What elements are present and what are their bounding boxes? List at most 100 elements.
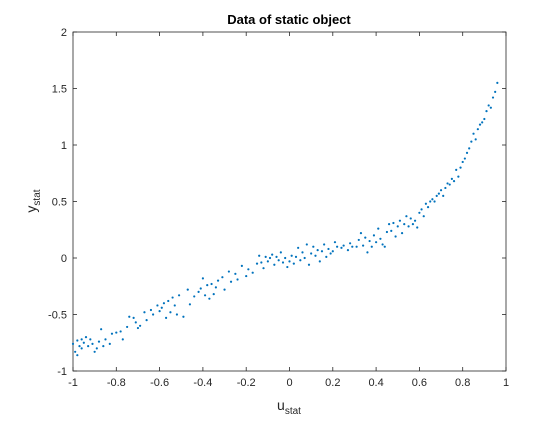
data-point — [83, 342, 85, 344]
y-axis-label-sub: stat — [32, 189, 43, 205]
data-point — [379, 238, 381, 240]
data-point — [193, 295, 195, 297]
data-point — [217, 280, 219, 282]
y-tick-label: 0.5 — [52, 197, 67, 209]
data-point — [410, 217, 412, 219]
data-point — [115, 331, 117, 333]
data-point — [451, 178, 453, 180]
data-point — [327, 248, 329, 250]
data-point — [295, 256, 297, 258]
data-point — [206, 284, 208, 286]
data-point — [403, 223, 405, 225]
data-point — [215, 286, 217, 288]
data-point — [91, 343, 93, 345]
data-point — [234, 273, 236, 275]
data-point — [94, 351, 96, 353]
data-point — [306, 243, 308, 245]
data-point — [87, 345, 89, 347]
x-axis-label-main: u — [277, 397, 285, 413]
y-axis-label-main: y — [23, 206, 39, 213]
data-point — [407, 225, 409, 227]
x-tick-label: 0 — [286, 377, 292, 389]
data-point — [323, 243, 325, 245]
data-point — [488, 104, 490, 106]
data-point — [330, 252, 332, 254]
data-point — [414, 220, 416, 222]
data-point — [98, 341, 100, 343]
data-point — [351, 246, 353, 248]
data-point — [189, 303, 191, 305]
data-point — [386, 231, 388, 233]
data-point — [109, 343, 111, 345]
data-point — [210, 283, 212, 285]
data-point — [202, 277, 204, 279]
data-point — [325, 256, 327, 258]
y-tick-label: 1 — [61, 140, 67, 152]
data-point — [371, 246, 373, 248]
y-tick-label: -0.5 — [48, 310, 67, 322]
data-point — [319, 260, 321, 262]
x-tick-label: -0.8 — [107, 377, 126, 389]
data-point — [477, 128, 479, 130]
data-point — [291, 255, 293, 257]
data-point — [399, 220, 401, 222]
data-point — [485, 110, 487, 112]
y-axis-label: ystat — [23, 189, 43, 212]
data-point — [459, 167, 461, 169]
data-point — [280, 251, 282, 253]
data-point — [397, 225, 399, 227]
data-point — [133, 317, 135, 319]
x-tick-label: 0.4 — [368, 377, 383, 389]
data-point — [288, 260, 290, 262]
data-point — [273, 264, 275, 266]
data-point — [126, 326, 128, 328]
data-point — [466, 152, 468, 154]
data-point — [81, 347, 83, 349]
data-point — [455, 169, 457, 171]
x-tick-label: -0.2 — [237, 377, 256, 389]
data-point — [464, 157, 466, 159]
data-point — [171, 296, 173, 298]
data-point — [258, 255, 260, 257]
data-point — [74, 351, 76, 353]
data-point — [449, 183, 451, 185]
data-point — [356, 246, 358, 248]
data-point — [100, 328, 102, 330]
data-point — [308, 264, 310, 266]
data-point — [228, 270, 230, 272]
data-point — [221, 276, 223, 278]
data-point — [336, 246, 338, 248]
data-point — [176, 313, 178, 315]
data-point — [390, 230, 392, 232]
data-point — [392, 222, 394, 224]
x-tick-label: 1 — [503, 377, 509, 389]
data-point — [470, 141, 472, 143]
data-point — [468, 147, 470, 149]
data-point — [76, 354, 78, 356]
data-point — [436, 195, 438, 197]
data-point — [472, 133, 474, 135]
data-point — [388, 223, 390, 225]
y-tick-label: -1 — [57, 366, 67, 378]
data-point — [122, 338, 124, 340]
data-point — [321, 250, 323, 252]
chart-title: Data of static object — [227, 12, 351, 27]
data-point — [81, 338, 83, 340]
data-point — [384, 246, 386, 248]
data-point — [304, 257, 306, 259]
data-point — [362, 244, 364, 246]
data-point — [481, 121, 483, 123]
data-point — [72, 343, 74, 345]
data-point — [423, 215, 425, 217]
data-point — [401, 232, 403, 234]
data-point — [223, 289, 225, 291]
data-point — [369, 240, 371, 242]
data-point — [286, 266, 288, 268]
x-tick-label: -1 — [68, 377, 78, 389]
data-point — [364, 237, 366, 239]
data-point — [475, 138, 477, 140]
x-axis-label-sub: stat — [285, 406, 301, 417]
x-tick-label: 0.2 — [325, 377, 340, 389]
data-point — [343, 244, 345, 246]
